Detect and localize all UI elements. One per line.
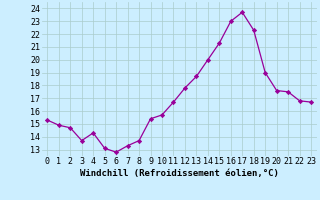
X-axis label: Windchill (Refroidissement éolien,°C): Windchill (Refroidissement éolien,°C) — [80, 169, 279, 178]
